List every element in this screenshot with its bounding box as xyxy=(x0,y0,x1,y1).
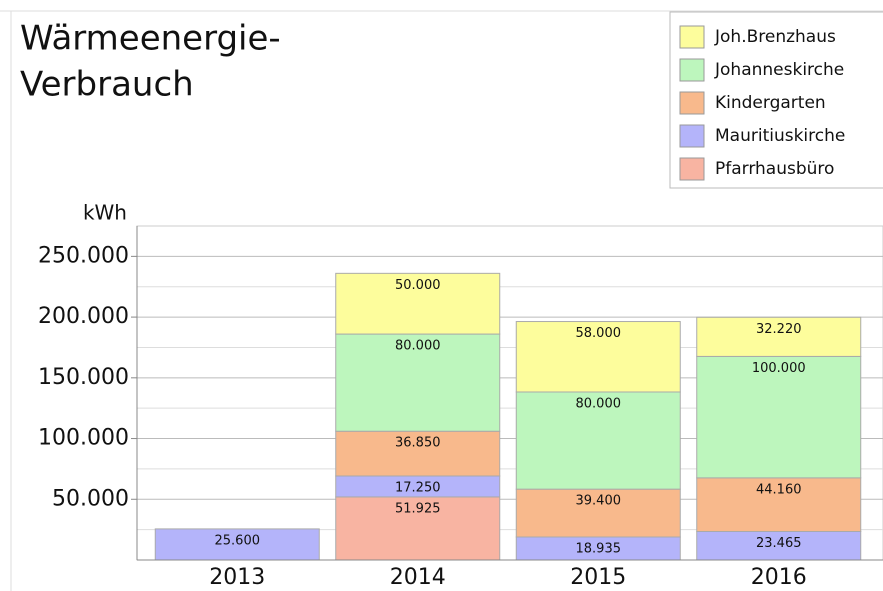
x-tick-label: 2013 xyxy=(209,565,265,590)
data-label: 32.220 xyxy=(756,322,802,337)
chart-title: Wärmeenergie- xyxy=(20,19,281,59)
data-label: 80.000 xyxy=(395,339,441,354)
x-tick-label: 2015 xyxy=(570,565,626,590)
legend-swatch xyxy=(679,91,705,115)
bar-segment xyxy=(515,391,681,490)
data-label: 44.160 xyxy=(756,482,802,497)
legend-swatch xyxy=(679,124,705,148)
legend-label: Joh.Brenzhaus xyxy=(714,27,836,47)
data-label: 18.935 xyxy=(576,542,622,557)
y-tick-label: 100.000 xyxy=(38,426,129,451)
y-tick-label: 150.000 xyxy=(38,365,129,390)
y-axis-label: kWh xyxy=(83,201,127,225)
legend-box xyxy=(669,11,883,189)
legend-swatch xyxy=(679,25,705,49)
data-label: 58.000 xyxy=(576,326,622,341)
data-label: 100.000 xyxy=(752,361,806,376)
chart-title: Verbrauch xyxy=(20,65,194,105)
legend-swatch xyxy=(679,58,705,82)
bar-segment xyxy=(335,430,501,477)
bar-segment xyxy=(154,528,320,561)
bar-segment xyxy=(696,316,862,357)
data-label: 39.400 xyxy=(576,494,622,509)
bar-segment xyxy=(335,333,501,432)
x-tick-label: 2016 xyxy=(751,565,807,590)
data-label: 25.600 xyxy=(215,533,261,548)
y-tick-label: 250.000 xyxy=(38,243,129,268)
bar-segment xyxy=(335,496,501,561)
data-label: 51.925 xyxy=(395,501,441,516)
legend-label: Pfarrhausbüro xyxy=(715,159,834,179)
bar-segment xyxy=(696,531,862,561)
bar-segment xyxy=(515,488,681,538)
legend-swatch xyxy=(679,157,705,181)
data-label: 23.465 xyxy=(756,536,802,551)
y-tick-label: 50.000 xyxy=(52,486,129,511)
legend-label: Johanneskirche xyxy=(714,60,844,80)
data-label: 36.850 xyxy=(395,436,441,451)
bar-segment xyxy=(335,272,501,335)
x-tick-label: 2014 xyxy=(390,565,446,590)
legend-label: Kindergarten xyxy=(715,93,826,113)
legend-label: Mauritiuskirche xyxy=(715,126,845,146)
data-label: 17.250 xyxy=(395,480,441,495)
bar-segment xyxy=(696,477,862,533)
bar-segment xyxy=(515,321,681,393)
data-label: 50.000 xyxy=(395,278,441,293)
data-label: 80.000 xyxy=(576,396,622,411)
y-tick-label: 200.000 xyxy=(38,304,129,329)
bar-segment xyxy=(696,355,862,479)
